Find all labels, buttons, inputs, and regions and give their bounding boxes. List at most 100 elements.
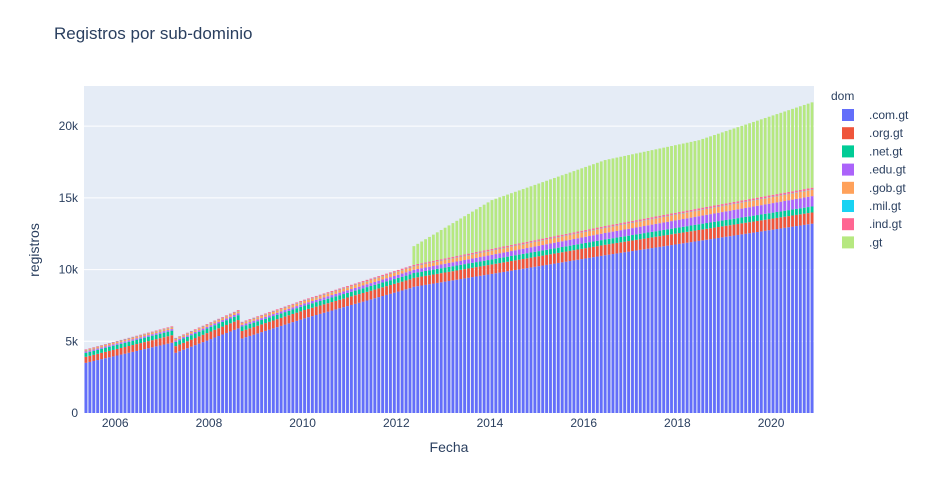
bar-segment [139, 335, 142, 336]
bar-segment [619, 223, 622, 225]
bar-segment [651, 232, 654, 238]
bar-segment [783, 211, 786, 217]
bar-segment [315, 300, 318, 302]
bar-segment [686, 218, 689, 226]
bar-segment [627, 241, 630, 252]
bar-segment [506, 247, 509, 251]
bar-segment [498, 263, 501, 273]
bar-segment [124, 340, 127, 342]
bar-segment [647, 249, 650, 413]
bar-segment [452, 257, 455, 258]
bar-segment [112, 350, 115, 356]
bar-segment [245, 323, 248, 325]
bar-segment [705, 215, 708, 223]
bar-segment [127, 353, 130, 413]
bar-segment [327, 303, 330, 311]
bar-segment [764, 196, 767, 198]
bar-segment [662, 215, 665, 217]
bar-segment [354, 295, 357, 304]
bar-segment [811, 102, 814, 187]
bar-segment [694, 225, 697, 231]
bar-segment [381, 275, 384, 276]
bar-segment [658, 148, 661, 215]
legend-item[interactable]: .mil.gt [842, 199, 902, 213]
bar-segment [487, 250, 490, 251]
bar-segment [701, 216, 704, 224]
bar-segment [670, 234, 673, 245]
bar-segment [143, 334, 146, 336]
bar-segment [502, 272, 505, 413]
bar-segment [733, 219, 736, 225]
bar-segment [167, 332, 170, 337]
bar-segment [401, 270, 404, 273]
legend-item[interactable]: .com.gt [842, 108, 909, 122]
bar-segment [432, 275, 435, 284]
bar-segment [483, 275, 486, 413]
bar-segment [385, 281, 388, 286]
bar-segment [389, 272, 392, 273]
bar-segment [124, 339, 127, 340]
bar-segment [604, 226, 607, 228]
bar-segment [748, 207, 751, 216]
legend[interactable]: .com.gt .org.gt .net.gt .edu.gt .gob.gt .mil.… [842, 108, 909, 249]
legend-item[interactable]: .edu.gt [842, 163, 906, 177]
bar-segment [752, 222, 755, 233]
bar-segment [194, 345, 197, 413]
bar-segment [370, 291, 373, 300]
bar-segment [721, 226, 724, 237]
bar-segment [104, 346, 107, 347]
bar-segment [428, 237, 431, 262]
bar-segment [397, 278, 400, 283]
bar-segment [96, 360, 99, 413]
legend-item[interactable]: .gob.gt [842, 181, 906, 195]
legend-item[interactable]: .org.gt [842, 126, 904, 140]
bar-segment [143, 338, 146, 342]
bar-segment [366, 292, 369, 301]
y-axis-label: registros [26, 223, 42, 277]
bar-segment [147, 335, 150, 337]
bar-segment [518, 260, 521, 270]
x-tick-label: 2010 [289, 416, 316, 430]
bar-segment [252, 327, 255, 335]
bar-segment [159, 338, 162, 345]
bar-segment [338, 295, 341, 300]
bar-segment [565, 246, 568, 251]
bar-segment [561, 252, 564, 262]
bar-segment [807, 188, 810, 190]
bar-segment [260, 318, 263, 320]
bar-segment [506, 195, 509, 246]
bar-segment [92, 347, 95, 348]
bar-segment [530, 258, 533, 268]
bar-segment [202, 330, 205, 335]
bar-segment [131, 338, 134, 340]
bar-segment [533, 257, 536, 267]
legend-swatch [842, 109, 854, 121]
bar-segment [479, 207, 482, 251]
bar-segment [756, 206, 759, 215]
bar-segment [420, 265, 423, 269]
bar-segment [530, 243, 533, 248]
bar-segment [206, 325, 209, 327]
bar-segment [303, 310, 306, 318]
bar-segment [217, 324, 220, 329]
legend-item[interactable]: .net.gt [842, 144, 903, 158]
bar-segment [623, 224, 626, 229]
bar-segment [412, 278, 415, 287]
legend-item[interactable]: .ind.gt [842, 217, 902, 231]
bar-segment [783, 193, 786, 195]
bar-segment [120, 340, 123, 341]
bar-segment [96, 350, 99, 354]
bar-segment [186, 348, 189, 413]
bar-segment [768, 213, 771, 219]
bar-segment [635, 250, 638, 413]
bar-segment [666, 147, 669, 214]
bar-segment [213, 325, 216, 330]
bar-segment [209, 331, 212, 339]
bar-segment [713, 135, 716, 206]
bar-segment [182, 350, 185, 413]
bar-segment [709, 136, 712, 206]
bar-segment [608, 225, 611, 227]
bar-segment [530, 241, 533, 242]
legend-item[interactable]: .gt [842, 235, 883, 249]
bar-segment [440, 273, 443, 282]
